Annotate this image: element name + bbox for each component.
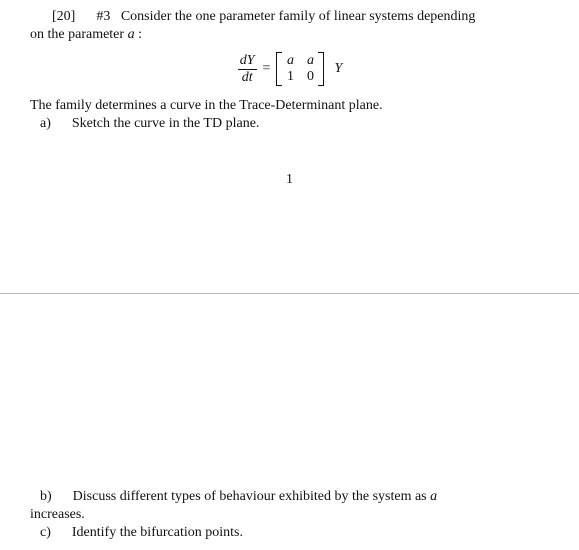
curve-sentence: The family determines a curve in the Tra… (30, 97, 550, 116)
intro-text-1: Consider the one parameter family of lin… (121, 9, 476, 24)
intro-text-2: on the parameter (30, 27, 124, 42)
part-b-line2: increases. (30, 506, 230, 525)
equals-sign: = (263, 61, 271, 77)
part-a: a) Sketch the curve in the TD plane. (40, 115, 550, 134)
frac-den: dt (240, 70, 255, 85)
intro-colon: : (138, 27, 142, 42)
fraction-dy-dt: dY dt (238, 54, 257, 85)
frac-num: dY (238, 54, 257, 70)
part-b-var: a (430, 489, 437, 504)
equation: dY dt = a a 1 0 Y (215, 52, 365, 86)
points-label: [20] (52, 9, 75, 24)
m11: a (286, 54, 294, 68)
part-b-line1: b) Discuss different types of behaviour … (40, 488, 550, 507)
m12: a (306, 54, 314, 68)
part-b-label: b) (40, 489, 52, 504)
part-b-text-main: Discuss different types of behaviour exh… (73, 489, 427, 504)
matrix-body: a a 1 0 (282, 52, 318, 86)
intro-line-2: on the parameter a : (30, 26, 390, 45)
y-variable: Y (330, 61, 342, 77)
page-break-rule (0, 293, 579, 294)
page-number: 1 (286, 172, 293, 188)
m21: 1 (286, 70, 294, 84)
matrix: a a 1 0 (276, 52, 324, 86)
bracket-right (318, 52, 324, 86)
part-a-label: a) (40, 116, 51, 131)
part-c-label: c) (40, 525, 51, 540)
problem-number: #3 (96, 9, 110, 24)
part-c-text: Identify the bifurcation points. (72, 525, 243, 540)
param-variable: a (128, 27, 135, 42)
problem-header: [20] #3 Consider the one parameter famil… (52, 8, 547, 27)
part-c: c) Identify the bifurcation points. (40, 524, 550, 543)
m22: 0 (306, 70, 314, 84)
part-a-text: Sketch the curve in the TD plane. (72, 116, 260, 131)
